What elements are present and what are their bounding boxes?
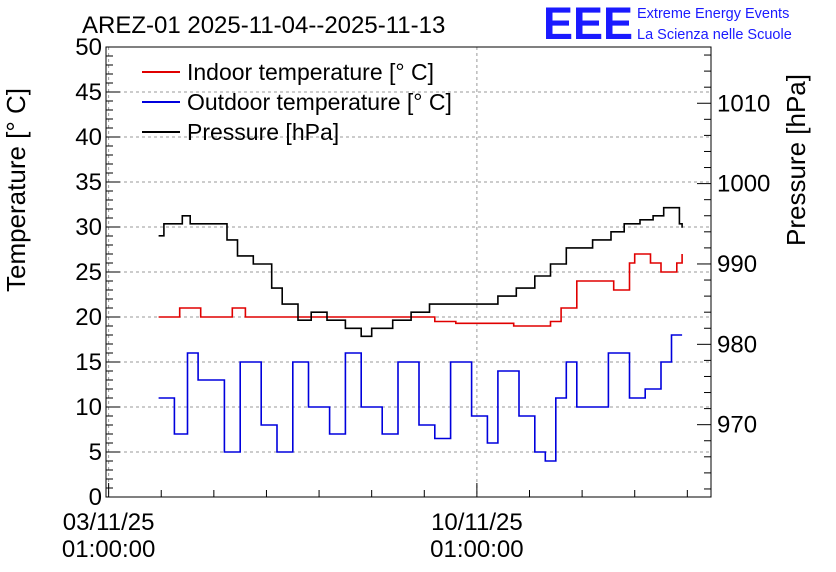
left-tick-label: 20 (75, 304, 102, 331)
right-tick-label: 970 (717, 412, 757, 439)
left-tick-label: 5 (89, 439, 102, 466)
x-tick-label-time: 01:00:00 (62, 536, 155, 563)
right-tick-label: 990 (717, 251, 757, 278)
left-tick-label: 25 (75, 259, 102, 286)
x-tick-label-date: 03/11/25 (63, 509, 155, 536)
series-layer (158, 206, 683, 462)
left-axis: 0 5 10 15 20 25 30 35 40 45 50 (75, 34, 120, 511)
left-tick-label: 35 (75, 169, 102, 196)
left-tick-label: 10 (75, 394, 102, 421)
series-line-1 (158, 334, 683, 462)
left-tick-label: 15 (75, 349, 102, 376)
eee-logo-line1: Extreme Energy Events (637, 6, 789, 22)
right-tick-label: 1010 (717, 90, 770, 117)
left-tick-label: 40 (75, 124, 102, 151)
series-line-0 (158, 253, 683, 327)
series-line-2 (158, 206, 683, 338)
legend-label: Pressure [hPa] (187, 119, 339, 145)
grid (106, 47, 711, 497)
y-axis-label-left: Temperature [° C] (1, 88, 31, 292)
eee-logo-line2: La Scienza nelle Scuole (637, 27, 792, 43)
x-tick-label-time: 01:00:00 (430, 536, 523, 563)
right-tick-label: 980 (717, 331, 757, 358)
eee-logo-text: EEE (543, 0, 633, 49)
y-axis-label-right: Pressure [hPa] (781, 74, 811, 246)
legend-label: Outdoor temperature [° C] (187, 89, 452, 115)
left-tick-label: 50 (75, 34, 102, 61)
legend-label: Indoor temperature [° C] (187, 59, 434, 85)
eee-logo: EEE Extreme Energy Events La Scienza nel… (543, 0, 792, 49)
x-tick-label-date: 10/11/25 (431, 509, 523, 536)
right-tick-label: 1000 (717, 171, 770, 198)
left-tick-label: 30 (75, 214, 102, 241)
left-tick-label: 0 (89, 484, 102, 511)
chart-title: AREZ-01 2025-11-04--2025-11-13 (82, 12, 445, 39)
right-axis: 970 980 990 1000 1010 (697, 54, 770, 490)
left-tick-label: 45 (75, 79, 102, 106)
legend: Indoor temperature [° C] Outdoor temperat… (142, 59, 452, 145)
